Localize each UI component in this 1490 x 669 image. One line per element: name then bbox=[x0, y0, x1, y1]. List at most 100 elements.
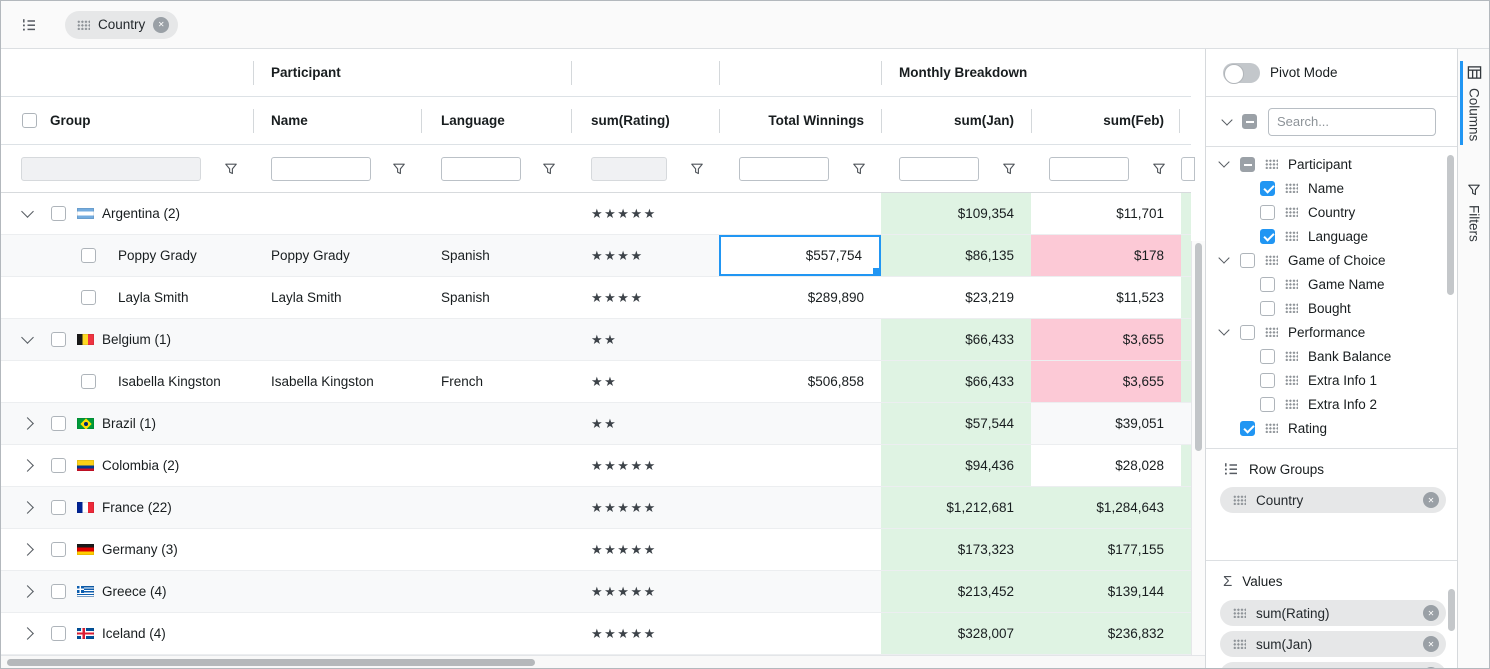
cell-total-winnings-selected[interactable]: $557,754 bbox=[719, 235, 881, 276]
cell-language[interactable] bbox=[421, 529, 571, 570]
row-expand-chevron[interactable] bbox=[21, 459, 34, 472]
cell-total-winnings[interactable]: $289,890 bbox=[807, 290, 864, 305]
filter-input-total-winnings[interactable] bbox=[739, 156, 829, 181]
value-chip-sum-rating[interactable]: sum(Rating) bbox=[1220, 600, 1446, 626]
cell-feb[interactable]: $177,155 bbox=[1031, 529, 1181, 570]
group-cell[interactable]: Iceland (4) bbox=[1, 613, 253, 654]
cell-feb[interactable]: $236,832 bbox=[1031, 613, 1181, 654]
cell-rating[interactable]: ★★★★ bbox=[591, 289, 644, 305]
cell-rating[interactable]: ★★ bbox=[591, 331, 618, 347]
cell-feb[interactable]: $178 bbox=[1031, 235, 1181, 276]
header-group[interactable]: Group bbox=[1, 113, 253, 128]
select-all-columns-checkbox[interactable] bbox=[1242, 114, 1257, 129]
chevron-down-icon[interactable] bbox=[1218, 324, 1230, 336]
cell-jan[interactable]: $94,436 bbox=[881, 445, 1031, 486]
cell-jan[interactable]: $1,212,681 bbox=[881, 487, 1031, 528]
cell-language[interactable]: Spanish bbox=[441, 290, 490, 305]
filter-funnel-icon[interactable] bbox=[690, 162, 704, 176]
values-scrollbar-thumb[interactable] bbox=[1448, 589, 1455, 631]
column-checkbox[interactable] bbox=[1260, 372, 1275, 388]
row-expand-chevron[interactable] bbox=[21, 543, 34, 556]
tree-item-name[interactable]: Name bbox=[1206, 176, 1457, 200]
header-total-winnings[interactable]: Total Winnings bbox=[768, 113, 864, 128]
group-chip-country[interactable]: Country bbox=[65, 10, 179, 39]
cell-total-winnings[interactable] bbox=[719, 403, 881, 444]
cell-jan[interactable]: $23,219 bbox=[965, 290, 1014, 305]
group-cell[interactable]: Layla Smith bbox=[1, 277, 253, 318]
tree-item-extra-info-1[interactable]: Extra Info 1 bbox=[1206, 368, 1457, 392]
filter-input-language[interactable] bbox=[441, 156, 521, 181]
chevron-down-icon[interactable] bbox=[1218, 156, 1230, 168]
header-language[interactable]: Language bbox=[441, 113, 505, 128]
cell-rating[interactable]: ★★★★★ bbox=[591, 541, 657, 557]
cell-name[interactable] bbox=[253, 487, 421, 528]
cell-rating[interactable]: ★★★★ bbox=[591, 247, 644, 263]
cell-rating[interactable]: ★★★★★ bbox=[591, 205, 657, 221]
cell-name[interactable] bbox=[253, 529, 421, 570]
row-checkbox[interactable] bbox=[81, 374, 96, 389]
tree-scrollbar-thumb[interactable] bbox=[1447, 155, 1454, 295]
column-checkbox[interactable] bbox=[1260, 276, 1275, 292]
cell-jan[interactable]: $328,007 bbox=[881, 613, 1031, 654]
cell-name[interactable]: Isabella Kingston bbox=[271, 374, 374, 389]
group-cell[interactable]: France (22) bbox=[1, 487, 253, 528]
cell-name[interactable] bbox=[253, 319, 421, 360]
cell-total-winnings[interactable] bbox=[719, 487, 881, 528]
column-checkbox[interactable] bbox=[1260, 228, 1275, 244]
cell-name[interactable]: Layla Smith bbox=[271, 290, 342, 305]
group-cell[interactable]: Germany (3) bbox=[1, 529, 253, 570]
row-expand-chevron[interactable] bbox=[21, 205, 34, 218]
cell-language[interactable] bbox=[421, 571, 571, 612]
remove-icon[interactable] bbox=[1423, 667, 1439, 668]
row-checkbox[interactable] bbox=[51, 206, 66, 221]
cell-jan[interactable]: $109,354 bbox=[881, 193, 1031, 234]
filter-funnel-icon[interactable] bbox=[542, 162, 556, 176]
remove-group-icon[interactable] bbox=[153, 16, 170, 33]
tree-item-performance[interactable]: Performance bbox=[1206, 320, 1457, 344]
cell-name[interactable] bbox=[253, 403, 421, 444]
cell-language[interactable] bbox=[421, 193, 571, 234]
cell-total-winnings[interactable] bbox=[719, 571, 881, 612]
filter-funnel-icon[interactable] bbox=[1152, 162, 1166, 176]
cell-language[interactable] bbox=[421, 319, 571, 360]
filter-funnel-icon[interactable] bbox=[224, 162, 238, 176]
column-checkbox[interactable] bbox=[1240, 420, 1255, 436]
value-chip-sum-feb[interactable]: sum(Feb) bbox=[1220, 662, 1446, 668]
row-checkbox[interactable] bbox=[51, 626, 66, 641]
row-expand-chevron[interactable] bbox=[21, 627, 34, 640]
row-checkbox[interactable] bbox=[51, 542, 66, 557]
column-checkbox[interactable] bbox=[1240, 324, 1255, 340]
horizontal-scrollbar[interactable] bbox=[1, 655, 1205, 668]
cell-feb[interactable]: $1,284,643 bbox=[1031, 487, 1181, 528]
cell-rating[interactable]: ★★ bbox=[591, 415, 618, 431]
row-checkbox[interactable] bbox=[81, 290, 96, 305]
tree-item-language[interactable]: Language bbox=[1206, 224, 1457, 248]
cell-rating[interactable]: ★★★★★ bbox=[591, 625, 657, 641]
row-expand-chevron[interactable] bbox=[21, 417, 34, 430]
tab-columns[interactable]: Columns bbox=[1459, 60, 1482, 146]
tree-item-bought[interactable]: Bought bbox=[1206, 296, 1457, 320]
cell-language[interactable]: French bbox=[441, 374, 484, 389]
column-search-input[interactable] bbox=[1268, 107, 1436, 136]
group-cell[interactable]: Brazil (1) bbox=[1, 403, 253, 444]
filter-input-feb[interactable] bbox=[1049, 156, 1129, 181]
cell-total-winnings[interactable] bbox=[719, 529, 881, 570]
cell-name[interactable] bbox=[253, 445, 421, 486]
vertical-scrollbar-thumb[interactable] bbox=[1195, 243, 1202, 451]
column-checkbox[interactable] bbox=[1260, 348, 1275, 364]
chevron-down-icon[interactable] bbox=[1218, 252, 1230, 264]
row-checkbox[interactable] bbox=[51, 416, 66, 431]
tree-item-bank-balance[interactable]: Bank Balance bbox=[1206, 344, 1457, 368]
filter-input-jan[interactable] bbox=[899, 156, 979, 181]
cell-total-winnings[interactable] bbox=[719, 193, 881, 234]
cell-jan[interactable]: $213,452 bbox=[881, 571, 1031, 612]
header-sum-feb[interactable]: sum(Feb) bbox=[1103, 113, 1164, 128]
filter-input-name[interactable] bbox=[271, 156, 371, 181]
tree-item-participant[interactable]: Participant bbox=[1206, 152, 1457, 176]
remove-icon[interactable] bbox=[1423, 605, 1439, 621]
group-cell[interactable]: Greece (4) bbox=[1, 571, 253, 612]
tree-item-rating[interactable]: Rating bbox=[1206, 416, 1457, 440]
tree-item-extra-info-2[interactable]: Extra Info 2 bbox=[1206, 392, 1457, 416]
cell-feb[interactable]: $11,523 bbox=[1116, 290, 1164, 305]
cell-language[interactable] bbox=[421, 613, 571, 654]
